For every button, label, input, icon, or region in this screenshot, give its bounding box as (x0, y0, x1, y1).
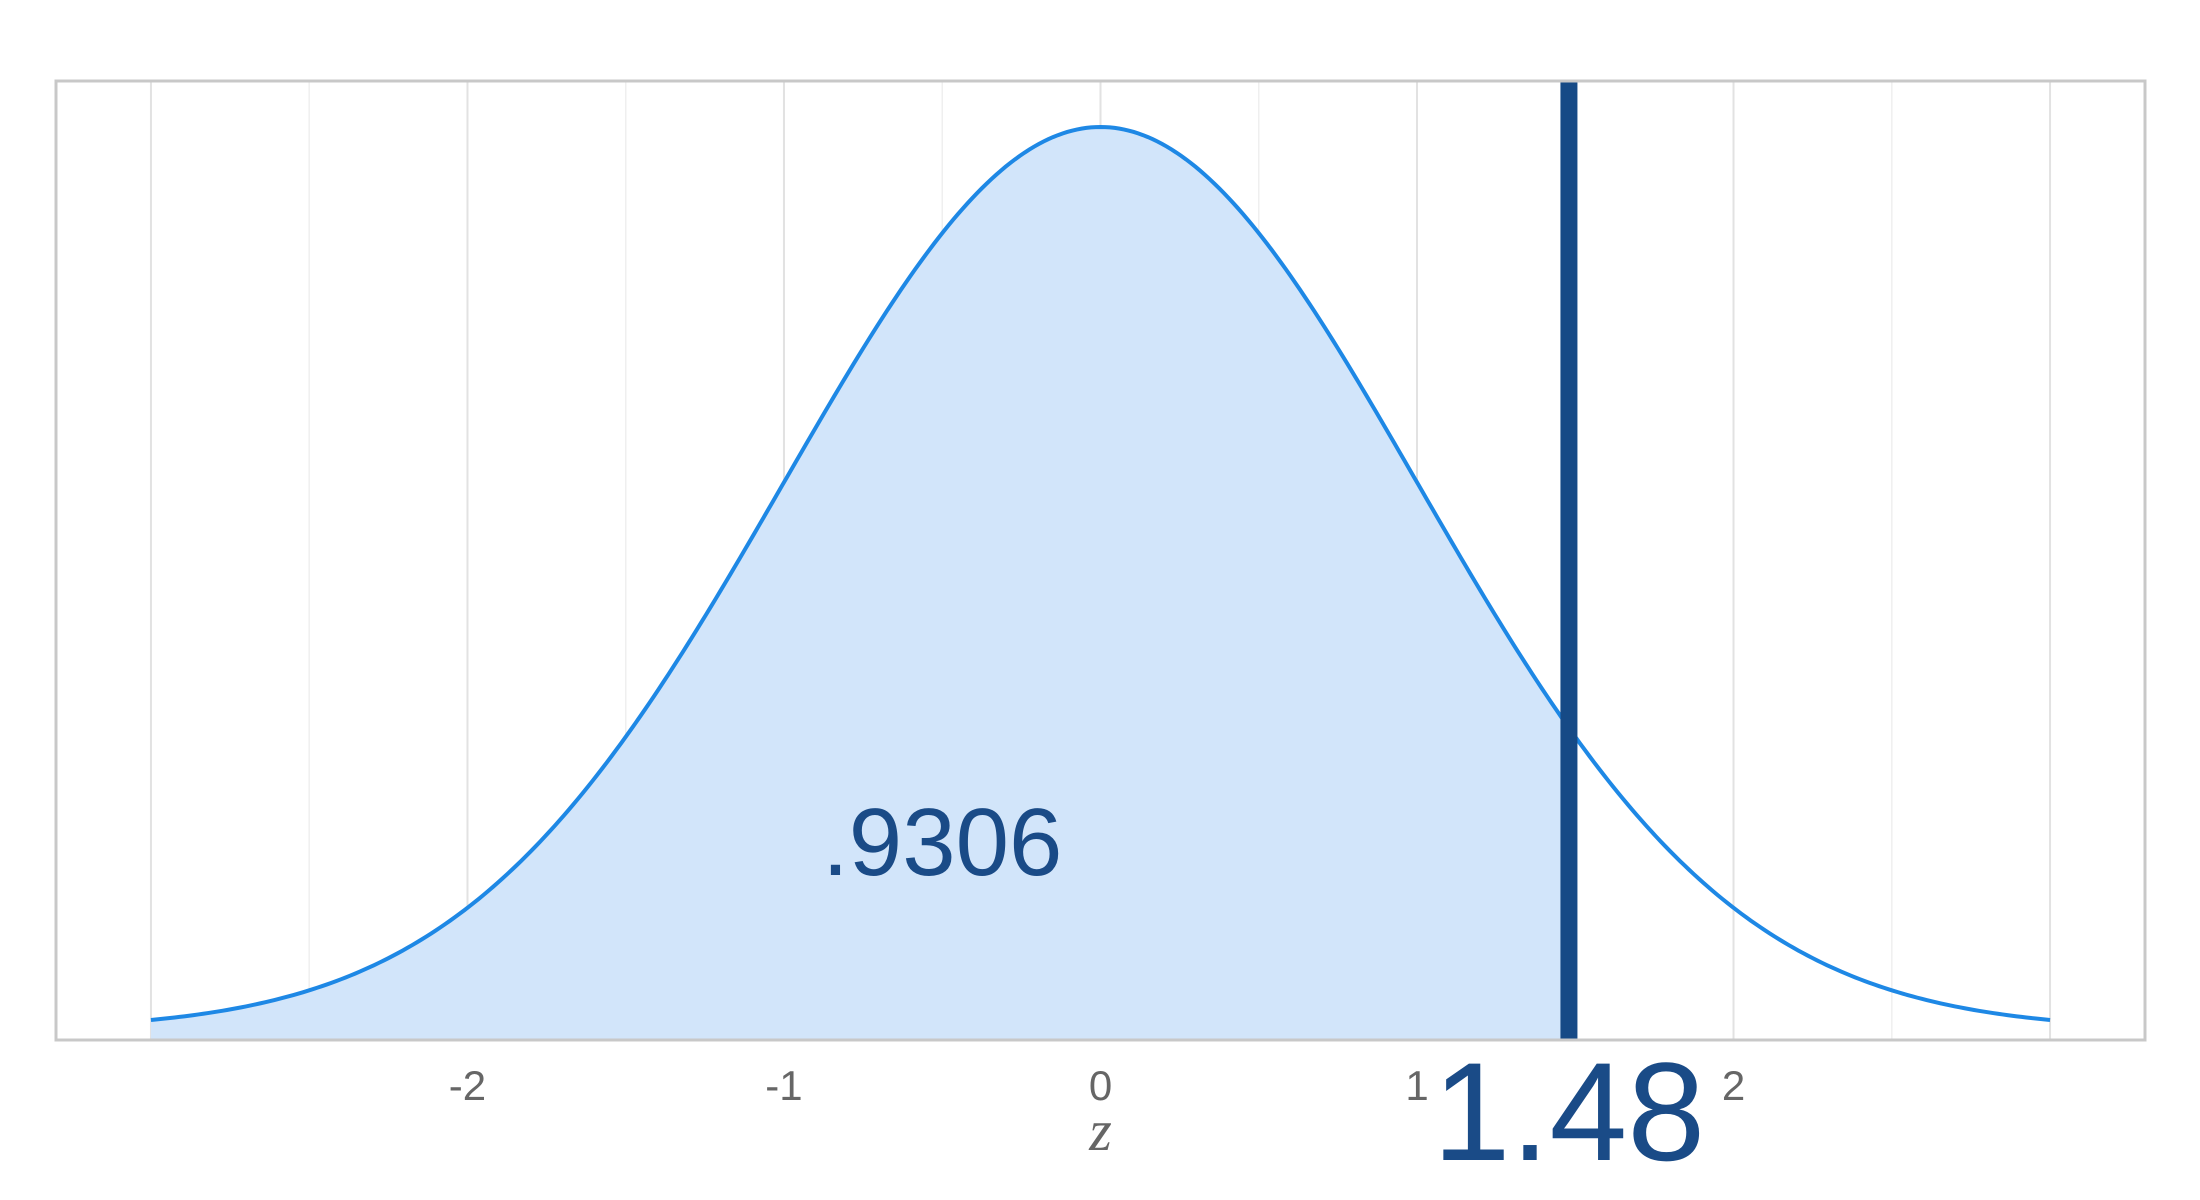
x-tick-label: -2 (449, 1062, 486, 1109)
x-tick-label: 0 (1089, 1062, 1112, 1109)
x-tick-label: -1 (765, 1062, 802, 1109)
panel-border (54, 79, 2147, 1042)
shaded-area-left-of-cutoff (150, 127, 1569, 1040)
x-tick-label: 1 (1405, 1062, 1428, 1109)
density-curve (150, 124, 2051, 1022)
cutoff-value-label: 1.48 (1433, 1033, 1705, 1190)
shaded-area-label: .9306 (822, 789, 1062, 896)
x-axis-title: z (1088, 1098, 1112, 1163)
x-tick-label: 2 (1722, 1062, 1745, 1109)
x-axis-ticks: -2 -1 0 1 2 (449, 1062, 1745, 1109)
